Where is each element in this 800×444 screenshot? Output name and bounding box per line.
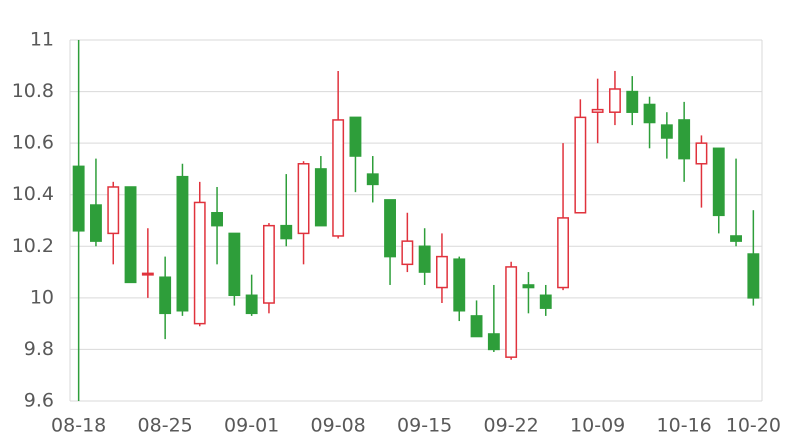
x-tick-label: 08-25 — [138, 415, 193, 437]
candle-body — [280, 224, 293, 240]
candle-body — [747, 253, 760, 299]
candle-body — [626, 90, 639, 113]
candle-body — [366, 173, 379, 186]
x-tick-label: 09-22 — [484, 415, 539, 437]
x-tick-label: 08-18 — [51, 415, 106, 437]
x-tick-label: 10-16 — [657, 415, 712, 437]
y-tick-label: 10.8 — [12, 80, 54, 102]
candle-body — [609, 88, 621, 113]
candle-body — [314, 168, 327, 227]
candle-body — [418, 245, 431, 273]
candle-body — [522, 284, 535, 289]
candle-body — [401, 240, 414, 266]
candle-body — [660, 124, 673, 139]
candle-body — [107, 186, 120, 235]
candle-body — [487, 333, 500, 351]
candle-body — [349, 116, 362, 157]
y-tick-label: 10.2 — [12, 235, 54, 257]
y-tick-label: 9.6 — [24, 390, 54, 412]
candle-body — [574, 116, 587, 214]
candle-body — [470, 315, 483, 338]
y-tick-label: 9.8 — [24, 338, 54, 360]
candle-body — [124, 186, 137, 284]
y-tick-label: 10.6 — [12, 132, 54, 154]
x-tick-label: 09-01 — [224, 415, 279, 437]
candle-body — [643, 103, 656, 124]
candle-body — [695, 142, 708, 165]
y-tick-label: 10 — [30, 286, 54, 308]
candle-body — [159, 276, 172, 315]
x-tick-label: 09-15 — [397, 415, 452, 437]
y-tick-label: 10.4 — [12, 183, 54, 205]
candle-body — [436, 255, 448, 289]
candle-body — [141, 272, 154, 276]
y-tick-label: 11 — [30, 29, 54, 51]
candle-body — [90, 204, 102, 242]
candle-body — [211, 212, 223, 227]
candle-body — [505, 266, 518, 358]
candle-body — [297, 163, 310, 235]
candle-body — [730, 235, 742, 242]
candle-body — [453, 258, 466, 312]
candle-body — [557, 217, 569, 289]
x-tick-label: 10-09 — [570, 415, 625, 437]
candle-body — [678, 119, 691, 160]
candle-body — [228, 232, 241, 297]
candle-body — [384, 199, 396, 258]
candle-body — [591, 108, 604, 113]
candle-body — [539, 294, 552, 309]
candle-body — [193, 201, 206, 325]
candle-body — [332, 119, 345, 237]
candle-body — [245, 294, 258, 315]
candle-body — [263, 224, 275, 304]
candle-body — [176, 175, 189, 312]
candle-body — [72, 165, 85, 232]
x-tick-label: 09-08 — [311, 415, 366, 437]
x-tick-label: 10-20 — [726, 415, 781, 437]
candle-body — [712, 147, 725, 217]
